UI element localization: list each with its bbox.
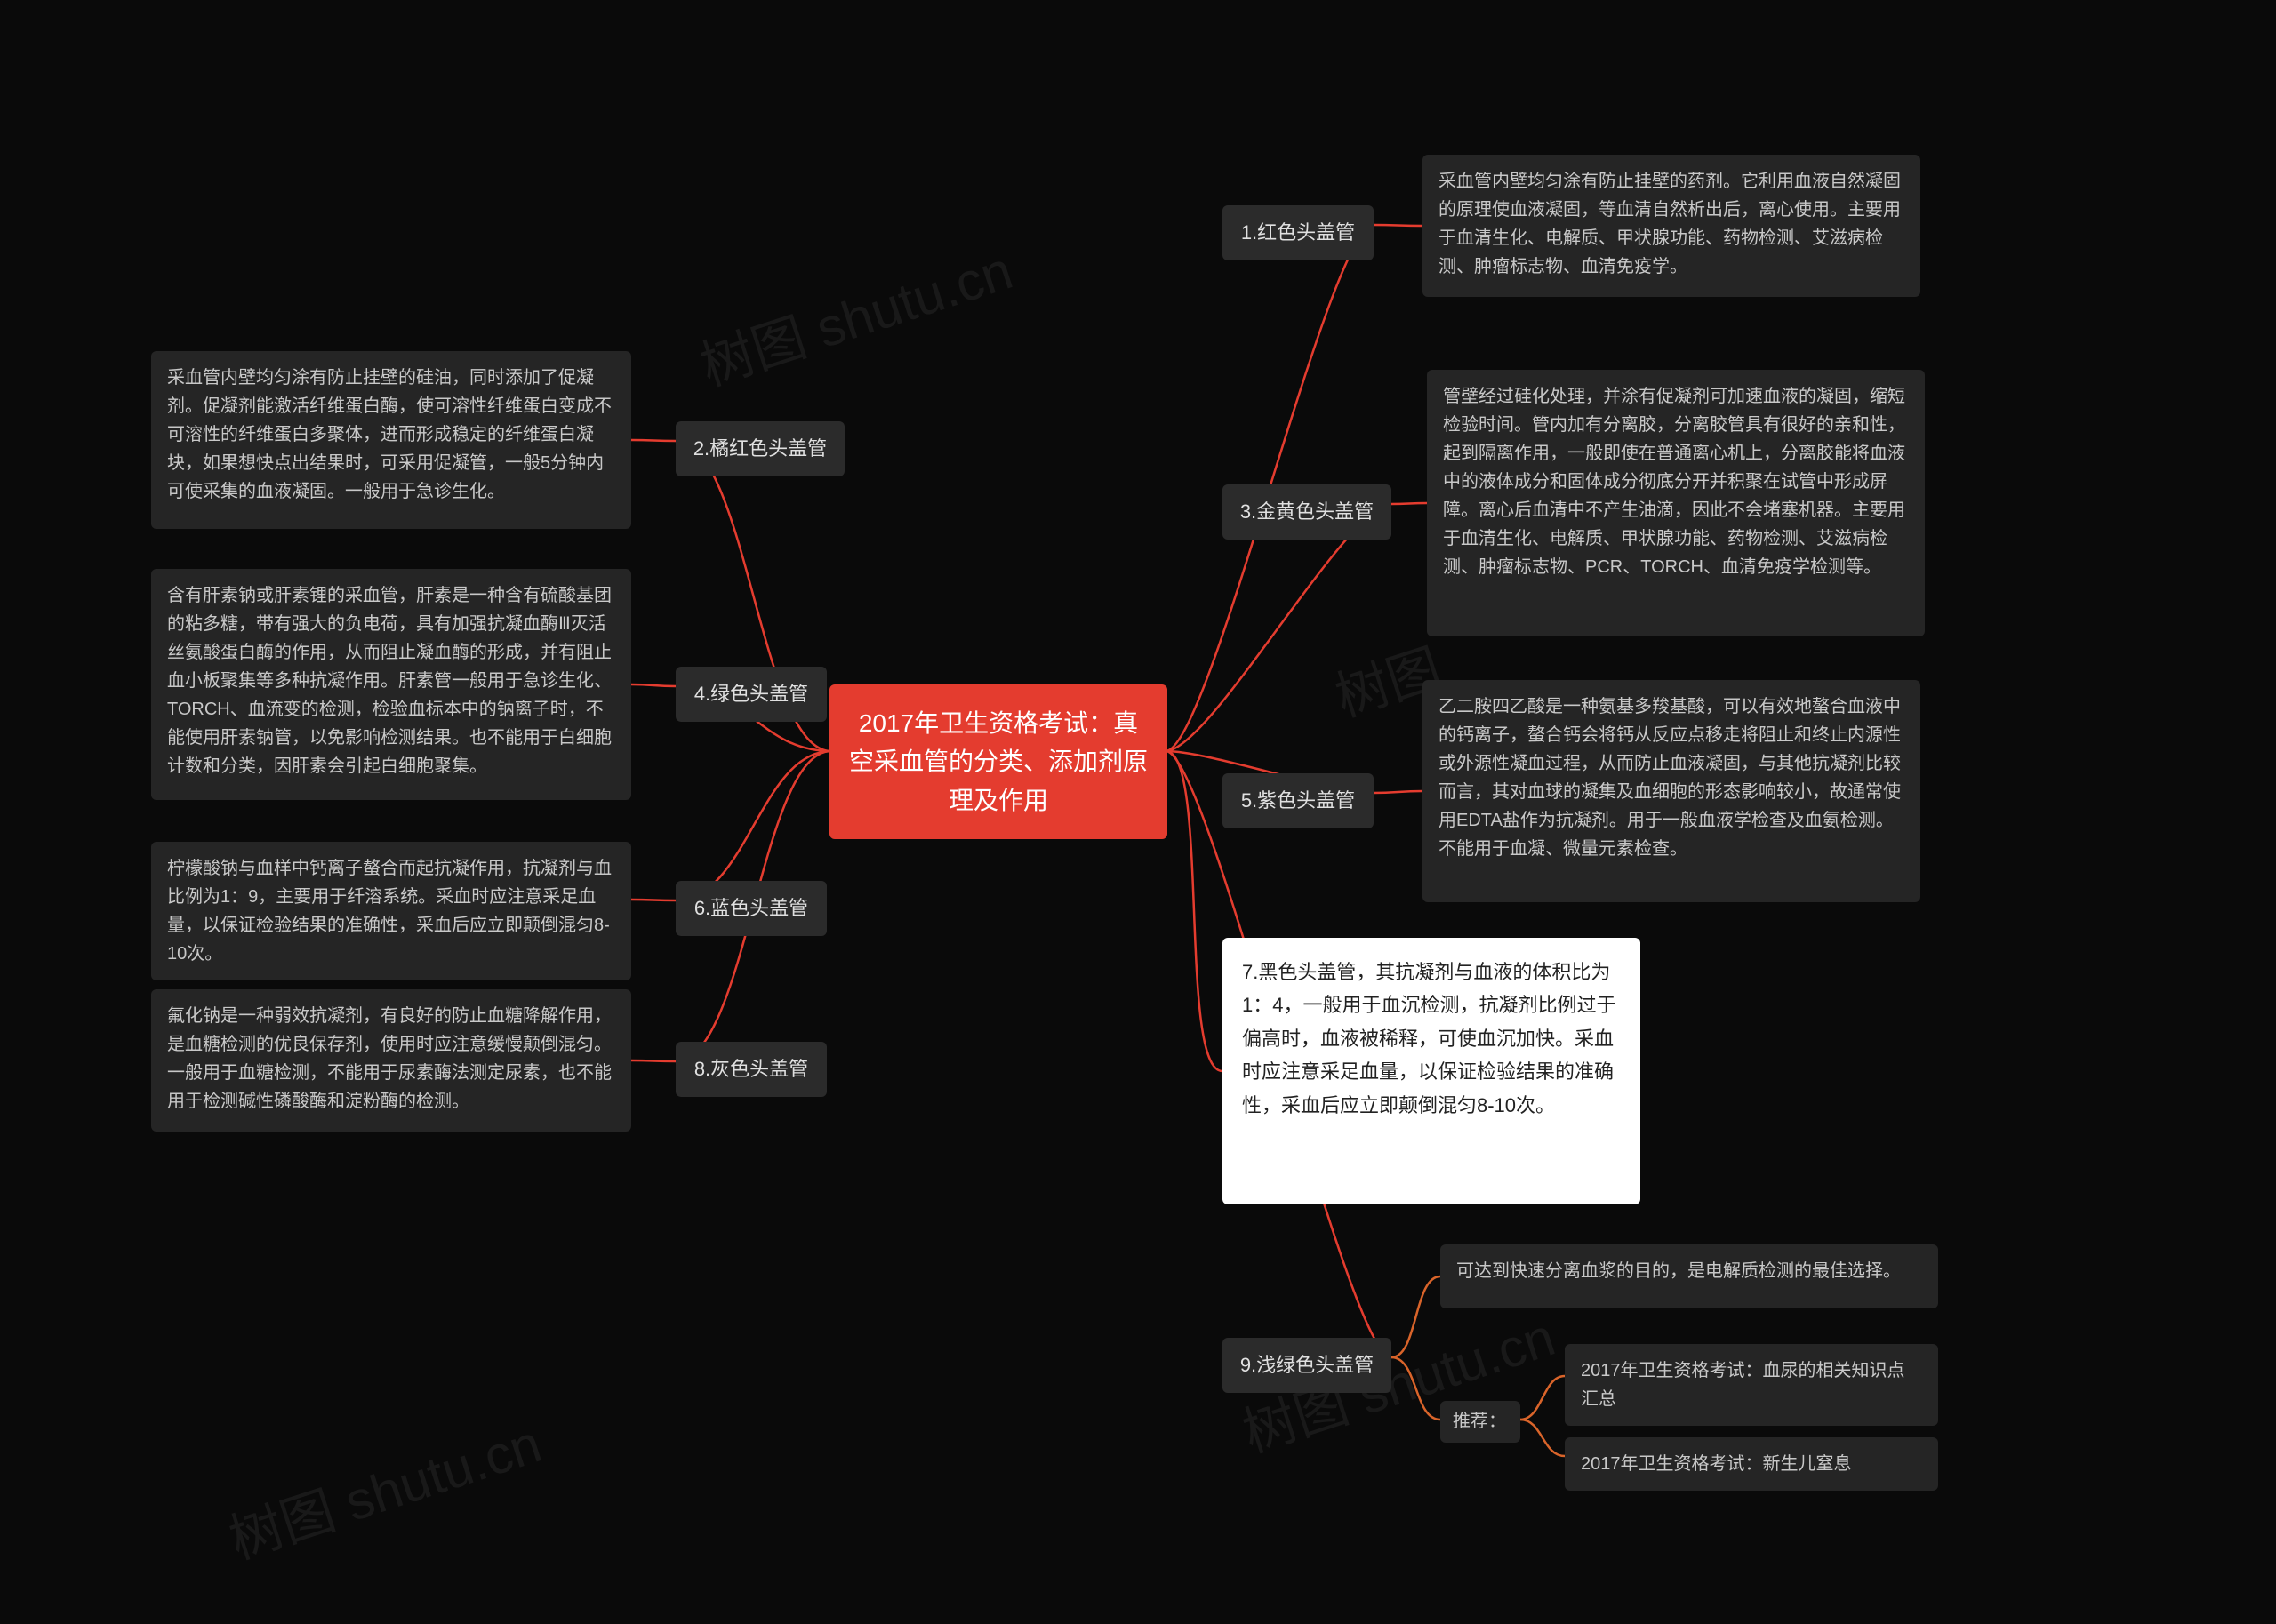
right-desc-2: 管壁经过硅化处理，并涂有促凝剂可加速血液的凝固，缩短检验时间。管内加有分离胶，分… [1427,370,1925,636]
left-branch-3: 6.蓝色头盖管 [676,881,827,936]
watermark: 树图 shutu.cn [689,228,1021,401]
left-desc-3: 柠檬酸钠与血样中钙离子螯合而起抗凝作用，抗凝剂与血比例为1：9，主要用于纤溶系统… [151,842,631,980]
connector [1374,791,1422,793]
connector [676,751,831,900]
left-desc-2: 含有肝素钠或肝素锂的采血管，肝素是一种含有硫酸基团的粘多糖，带有强大的负电荷，具… [151,569,631,800]
desc-9-light-green: 可达到快速分离血浆的目的，是电解质检测的最佳选择。 [1440,1244,1938,1308]
recommend-item-2[interactable]: 2017年卫生资格考试：新生儿窒息 [1565,1437,1938,1491]
connector [631,684,676,686]
branch-9-light-green: 9.浅绿色头盖管 [1222,1338,1391,1393]
right-branch-3: 5.紫色头盖管 [1222,773,1374,828]
connector [1391,1357,1440,1420]
connector [1166,504,1391,751]
right-branch-1: 1.红色头盖管 [1222,205,1374,260]
connector [1391,1276,1440,1357]
connector [631,440,676,441]
connector [1520,1376,1565,1420]
recommend-label: 推荐： [1440,1401,1520,1443]
connector [631,1060,676,1061]
left-branch-2: 4.绿色头盖管 [676,667,827,722]
connector [1520,1420,1565,1456]
connector [1374,225,1422,226]
right-desc-3: 乙二胺四乙酸是一种氨基多羧基酸，可以有效地螯合血液中的钙离子，螯合钙会将钙从反应… [1422,680,1920,902]
connector [1166,751,1222,1071]
left-desc-4: 氟化钠是一种弱效抗凝剂，有良好的防止血糖降解作用，是血糖检测的优良保存剂，使用时… [151,989,631,1132]
left-desc-1: 采血管内壁均匀涂有防止挂壁的硅油，同时添加了促凝剂。促凝剂能激活纤维蛋白酶，使可… [151,351,631,529]
right-branch-2: 3.金黄色头盖管 [1222,484,1391,540]
left-branch-1: 2.橘红色头盖管 [676,421,845,476]
right-desc-1: 采血管内壁均匀涂有防止挂壁的药剂。它利用血液自然凝固的原理使血液凝固，等血清自然… [1422,155,1920,297]
recommend-item-1[interactable]: 2017年卫生资格考试：血尿的相关知识点汇总 [1565,1344,1938,1426]
center-node: 2017年卫生资格考试：真空采血管的分类、添加剂原理及作用 [829,684,1167,839]
watermark: 树图 shutu.cn [218,1401,549,1574]
left-branch-4: 8.灰色头盖管 [676,1042,827,1097]
node-7-black-cap: 7.黑色头盖管，其抗凝剂与血液的体积比为1：4，一般用于血沉检测，抗凝剂比例过于… [1222,938,1640,1204]
connector [1391,503,1427,504]
